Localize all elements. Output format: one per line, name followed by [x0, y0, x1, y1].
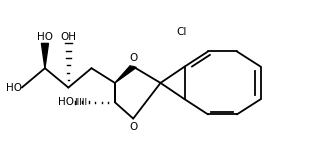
- Text: HO: HO: [6, 83, 22, 93]
- Text: O: O: [129, 122, 137, 133]
- Text: HO: HO: [58, 97, 74, 107]
- Text: HO: HO: [37, 32, 53, 42]
- Text: OH: OH: [60, 32, 76, 42]
- Text: Cl: Cl: [176, 27, 187, 37]
- Polygon shape: [41, 43, 48, 68]
- Text: O: O: [129, 53, 137, 63]
- Text: lllll: lllll: [74, 98, 88, 107]
- Polygon shape: [115, 66, 136, 83]
